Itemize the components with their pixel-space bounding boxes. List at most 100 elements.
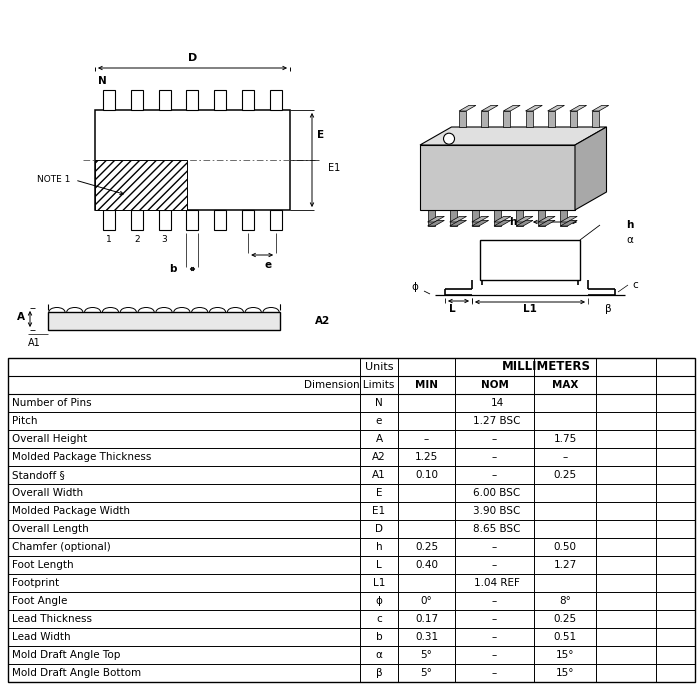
Polygon shape xyxy=(570,111,577,127)
Bar xyxy=(270,90,282,110)
Text: NOM: NOM xyxy=(481,380,508,390)
Polygon shape xyxy=(420,145,575,210)
Text: –: – xyxy=(492,668,497,678)
Polygon shape xyxy=(472,216,489,222)
Text: 0.17: 0.17 xyxy=(415,614,438,624)
Text: Molded Package Thickness: Molded Package Thickness xyxy=(12,452,151,462)
Polygon shape xyxy=(428,216,444,222)
Text: ϕ: ϕ xyxy=(376,596,382,606)
Text: –: – xyxy=(492,650,497,660)
Text: Footprint: Footprint xyxy=(12,578,59,588)
Bar xyxy=(95,160,187,210)
Bar xyxy=(242,210,254,230)
Text: N: N xyxy=(98,76,106,86)
Text: D: D xyxy=(188,53,197,63)
Text: L1: L1 xyxy=(523,304,537,314)
Text: 0°: 0° xyxy=(421,596,433,606)
Text: 0.51: 0.51 xyxy=(554,632,577,642)
Text: Chamfer (optional): Chamfer (optional) xyxy=(12,542,111,552)
Text: MAX: MAX xyxy=(552,380,578,390)
Polygon shape xyxy=(547,111,554,127)
Polygon shape xyxy=(538,210,545,226)
Text: e: e xyxy=(265,260,272,270)
Text: h: h xyxy=(376,542,382,552)
Polygon shape xyxy=(503,111,510,127)
Bar xyxy=(270,210,282,230)
Text: 2: 2 xyxy=(134,234,139,244)
Text: h: h xyxy=(509,217,516,227)
Polygon shape xyxy=(428,220,444,226)
Text: 0.25: 0.25 xyxy=(415,542,438,552)
Text: L1: L1 xyxy=(373,578,385,588)
Polygon shape xyxy=(472,220,489,226)
Text: MIN: MIN xyxy=(415,380,438,390)
Text: –: – xyxy=(492,542,497,552)
Text: –: – xyxy=(492,614,497,624)
Text: E: E xyxy=(317,130,325,140)
Text: b: b xyxy=(376,632,382,642)
Bar xyxy=(131,210,143,230)
Text: Pitch: Pitch xyxy=(12,416,38,426)
Text: A2: A2 xyxy=(372,452,386,462)
Circle shape xyxy=(444,133,454,144)
Text: E1: E1 xyxy=(328,163,340,173)
Bar xyxy=(214,210,226,230)
Text: β: β xyxy=(605,304,611,314)
Bar xyxy=(103,90,115,110)
Text: 15°: 15° xyxy=(556,650,574,660)
Text: 0.25: 0.25 xyxy=(554,470,577,480)
Polygon shape xyxy=(503,106,520,111)
Text: A2: A2 xyxy=(315,316,330,326)
Polygon shape xyxy=(516,210,523,226)
Text: E1: E1 xyxy=(372,506,386,516)
Text: c: c xyxy=(632,280,638,290)
Text: MILLIMETERS: MILLIMETERS xyxy=(502,360,591,374)
Text: –: – xyxy=(492,560,497,570)
Text: D: D xyxy=(375,524,383,534)
Text: A1: A1 xyxy=(28,338,41,348)
Text: Overall Width: Overall Width xyxy=(12,488,83,498)
Text: –: – xyxy=(424,434,429,444)
Bar xyxy=(480,240,580,280)
Polygon shape xyxy=(494,216,511,222)
Text: 14: 14 xyxy=(491,398,503,408)
Text: ϕ: ϕ xyxy=(412,282,419,292)
Text: –: – xyxy=(492,596,497,606)
Text: –: – xyxy=(562,452,568,462)
Text: 6.00 BSC: 6.00 BSC xyxy=(473,488,521,498)
Polygon shape xyxy=(561,216,578,222)
Bar xyxy=(159,90,171,110)
Polygon shape xyxy=(570,106,587,111)
Polygon shape xyxy=(481,106,498,111)
Text: Lead Thickness: Lead Thickness xyxy=(12,614,92,624)
Polygon shape xyxy=(561,210,568,226)
Text: 1.04 REF: 1.04 REF xyxy=(474,578,520,588)
Text: Mold Draft Angle Bottom: Mold Draft Angle Bottom xyxy=(12,668,141,678)
Text: b: b xyxy=(169,264,176,274)
Polygon shape xyxy=(481,111,488,127)
Text: 5°: 5° xyxy=(421,668,433,678)
Text: –: – xyxy=(492,452,497,462)
Polygon shape xyxy=(516,216,533,222)
Text: 0.25: 0.25 xyxy=(554,614,577,624)
Polygon shape xyxy=(538,216,555,222)
Text: β: β xyxy=(376,668,382,678)
Text: 1.25: 1.25 xyxy=(415,452,438,462)
Text: 1.27: 1.27 xyxy=(554,560,577,570)
Text: 3: 3 xyxy=(162,234,167,244)
Text: 8°: 8° xyxy=(559,596,571,606)
Polygon shape xyxy=(494,210,501,226)
Text: α: α xyxy=(626,235,634,245)
Polygon shape xyxy=(526,106,543,111)
Text: 0.10: 0.10 xyxy=(415,470,438,480)
Polygon shape xyxy=(449,210,456,226)
Text: c: c xyxy=(376,614,382,624)
Text: 8.65 BSC: 8.65 BSC xyxy=(473,524,521,534)
Text: N: N xyxy=(375,398,383,408)
Polygon shape xyxy=(592,106,609,111)
Bar xyxy=(103,210,115,230)
Bar xyxy=(242,90,254,110)
Bar xyxy=(186,90,199,110)
Polygon shape xyxy=(516,220,533,226)
Text: NOTE 1: NOTE 1 xyxy=(37,176,71,185)
